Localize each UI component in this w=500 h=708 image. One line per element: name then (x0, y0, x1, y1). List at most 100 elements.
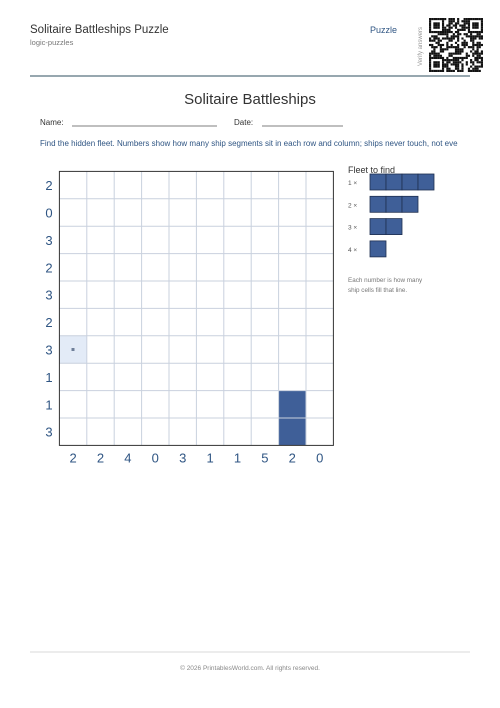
qr-module (431, 35, 434, 38)
qr-module (480, 20, 483, 23)
qr-module (461, 69, 464, 72)
qr-module (429, 52, 432, 55)
qr-module (480, 65, 483, 68)
qr-module (446, 67, 449, 70)
qr-module (463, 46, 466, 49)
qr-module (429, 20, 432, 23)
qr-module (480, 43, 483, 47)
col-clue: 4 (124, 450, 131, 465)
qr-module (478, 43, 481, 47)
qr-module (441, 69, 445, 72)
qr-module (457, 65, 460, 68)
qr-module (444, 48, 447, 51)
qr-module (444, 63, 447, 66)
fleet-ship-cell (369, 218, 387, 236)
qr-module (435, 30, 438, 34)
qr-module (446, 69, 449, 72)
qr-module (435, 69, 438, 72)
qr-module (467, 67, 471, 70)
qr-module (431, 43, 434, 47)
qr-module (463, 43, 466, 47)
fleet-note: ship cells fill that line. (348, 287, 407, 294)
qr-module (429, 28, 432, 31)
qr-module (472, 18, 475, 21)
qr-module (429, 18, 432, 21)
qr-module (454, 48, 458, 51)
qr-module (448, 61, 451, 64)
footer: © 2026 PrintablesWorld.com. All rights r… (180, 664, 320, 672)
qr-module (439, 56, 442, 60)
qr-module (463, 22, 466, 25)
qr-module (476, 33, 479, 36)
qr-module (448, 54, 451, 57)
qr-module (448, 69, 451, 72)
qr-module (454, 50, 458, 53)
row-clue: 0 (45, 206, 52, 221)
qr-module (433, 18, 436, 21)
qr-module (461, 26, 464, 29)
qr-module (463, 33, 466, 36)
qr-module (429, 26, 432, 29)
qr-module (439, 33, 442, 36)
qr-module (454, 24, 458, 27)
qr-module (467, 24, 471, 27)
qr-module (463, 24, 466, 27)
qr-module (478, 69, 481, 72)
qr-module (459, 48, 462, 51)
qr-module (459, 69, 462, 72)
qr-module (476, 48, 479, 51)
qr-module (431, 18, 434, 21)
qr-module (448, 22, 451, 25)
qr-module (435, 54, 438, 57)
qr-module (433, 46, 436, 49)
qr-module (474, 65, 477, 68)
qr-module (476, 65, 479, 68)
qr-module (476, 46, 479, 49)
qr-module (457, 33, 460, 36)
qr-module (457, 69, 460, 72)
qr-module (441, 26, 445, 29)
qr-module (457, 56, 460, 60)
fleet-ship-cell (369, 173, 387, 191)
qr-module (478, 35, 481, 38)
qr-module (472, 63, 475, 66)
qr-module (439, 69, 442, 72)
qr-module (441, 48, 445, 51)
qr-module (457, 35, 460, 38)
qr-module (476, 69, 479, 72)
header-title: Solitaire Battleships Puzzle (30, 24, 169, 36)
qr-module (474, 56, 477, 60)
col-clue: 1 (234, 450, 241, 465)
qr-module (433, 39, 436, 42)
qr-module (448, 67, 451, 70)
qr-module (431, 52, 434, 55)
date-label: Date: (234, 118, 253, 127)
qr-module (480, 24, 483, 27)
qr-module (470, 39, 473, 42)
col-clue: 2 (97, 450, 104, 465)
qr-module (478, 65, 481, 68)
qr-module (452, 46, 455, 49)
qr-module (476, 30, 479, 34)
qr-module (470, 35, 473, 38)
qr-module (441, 33, 445, 36)
qr-module (454, 26, 458, 29)
qr-module (435, 46, 438, 49)
qr-module (454, 61, 458, 64)
fleet-count: 3 × (348, 225, 357, 232)
qr-module (472, 61, 475, 64)
qr-module (470, 69, 473, 72)
qr-module (461, 24, 464, 27)
qr-module (450, 43, 453, 47)
qr-module (435, 35, 438, 38)
row-clue: 1 (45, 397, 52, 412)
qr-module (476, 59, 479, 62)
qr-module (465, 18, 468, 21)
qr-module (474, 22, 477, 25)
qr-module (437, 33, 440, 36)
puzzle-grid: 2 0 3 2 3 2 3 1 1 3 2 2 4 0 3 1 1 5 2 0 (45, 170, 334, 465)
qr-module (470, 33, 473, 36)
qr-module (446, 65, 449, 68)
qr-module (433, 65, 436, 68)
qr-module (429, 65, 432, 68)
